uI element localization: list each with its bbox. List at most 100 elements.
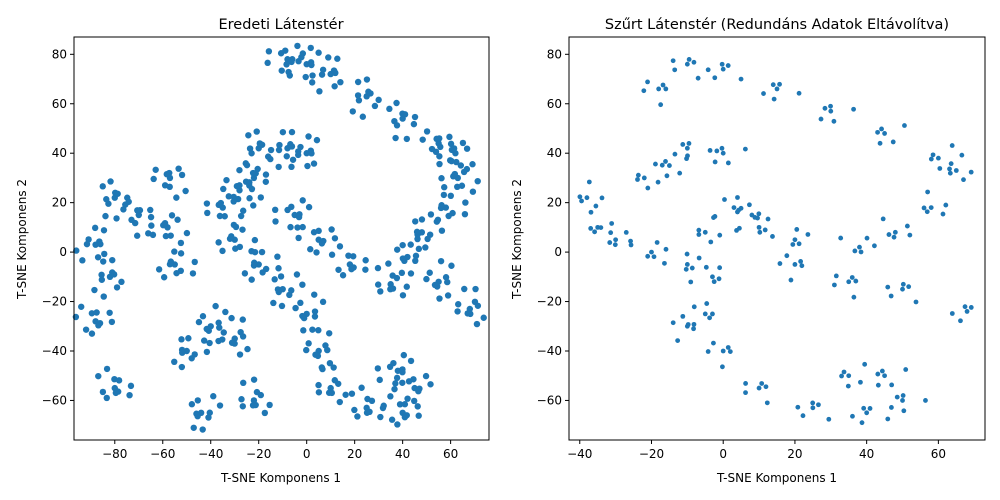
left-scatter-point <box>339 272 347 279</box>
left-scatter-point <box>237 212 245 220</box>
right-scatter-point <box>795 404 801 410</box>
left-scatter-point <box>367 90 374 97</box>
left-scatter-point <box>319 298 327 306</box>
left-scatter-point <box>182 187 189 195</box>
right-scatter-point <box>684 251 690 257</box>
right-scatter-point <box>885 416 891 422</box>
left-chart-title: Eredeti Látenstér <box>218 17 343 33</box>
right-scatter-point <box>924 209 930 215</box>
left-scatter-point <box>424 235 431 243</box>
left-scatter-point <box>403 283 410 290</box>
right-scatter-point <box>756 385 762 391</box>
left-scatter-point <box>166 169 173 177</box>
left-scatter-point <box>390 359 397 367</box>
right-scatter-point <box>607 240 613 245</box>
right-y-axis-label: T-SNE Komponens 2 <box>510 179 524 300</box>
left-scatter-point <box>88 310 96 317</box>
right-scatter-point <box>641 88 647 94</box>
left-scatter-point <box>261 409 269 417</box>
left-scatter-point <box>387 393 394 400</box>
right-scatter-point <box>735 195 740 200</box>
right-scatter-point <box>790 242 796 247</box>
right-scatter-point <box>685 153 690 159</box>
left-scatter-point <box>399 368 406 376</box>
left-scatter-point <box>246 179 253 186</box>
left-scatter-point <box>249 402 257 409</box>
right-scatter-point <box>599 195 605 201</box>
left-scatter-point <box>388 416 396 423</box>
left-scatter-point <box>328 251 336 258</box>
left-scatter-point <box>287 223 294 231</box>
right-scatter-point <box>859 420 865 426</box>
right-scatter-point <box>770 234 775 239</box>
right-scatter-point <box>609 221 615 226</box>
left-scatter-point <box>453 158 460 166</box>
left-scatter-point <box>93 309 100 316</box>
left-scatter-point <box>149 231 157 239</box>
right-scatter-point <box>641 175 647 181</box>
left-scatter-point <box>418 216 426 223</box>
left-scatter-point <box>415 388 422 395</box>
left-scatter-point <box>438 202 445 209</box>
left-scatter-point <box>315 227 322 235</box>
right-scatter-point <box>703 264 709 270</box>
right-x-tick-label: 20 <box>787 447 802 461</box>
left-scatter-point <box>107 178 114 185</box>
left-scatter-point <box>113 284 121 291</box>
right-scatter-point <box>579 198 584 204</box>
left-scatter-point <box>407 270 415 277</box>
left-scatter-point <box>188 401 196 408</box>
right-scatter-point <box>722 197 727 202</box>
right-scatter-point <box>586 179 592 185</box>
left-scatter-point <box>232 223 240 231</box>
left-scatter-point <box>258 141 266 148</box>
right-scatter-point <box>798 259 804 264</box>
right-scatter-point <box>691 326 696 332</box>
left-scatter-point <box>309 326 316 333</box>
left-scatter-point <box>194 397 202 404</box>
left-scatter-point <box>455 301 462 308</box>
right-scatter-point <box>684 145 690 151</box>
right-scatter-point <box>756 211 762 217</box>
left-scatter-point <box>412 257 419 265</box>
left-scatter-point <box>334 55 341 62</box>
right-scatter-point <box>672 151 678 157</box>
right-scatter-point <box>656 86 662 92</box>
left-scatter-point <box>79 257 86 264</box>
left-scatter-point <box>161 219 169 227</box>
right-y-tick-label: 80 <box>547 47 562 61</box>
right-x-tick-label: 40 <box>859 447 874 461</box>
left-scatter-point <box>239 403 246 410</box>
left-scatter-point <box>461 210 469 218</box>
left-scatter-point <box>120 206 127 213</box>
left-scatter-point <box>252 170 259 177</box>
right-scatter-point <box>849 275 855 280</box>
left-scatter-point <box>262 171 270 178</box>
right-scatter-point <box>875 129 880 135</box>
left-scatter-point <box>473 320 481 328</box>
left-scatter-point <box>448 262 455 269</box>
right-scatter-point <box>663 86 669 92</box>
left-scatter-point <box>303 346 310 354</box>
left-scatter-point <box>283 61 290 68</box>
left-scatter-point <box>336 398 343 406</box>
left-scatter-point <box>99 388 107 396</box>
left-scatter-point <box>112 389 120 397</box>
right-scatter-point <box>861 405 867 411</box>
left-scatter-point <box>312 351 319 358</box>
right-scatter-point <box>968 169 974 175</box>
right-scatter-point <box>684 61 690 67</box>
left-scatter-point <box>330 364 337 371</box>
right-scatter-point <box>867 406 873 411</box>
left-scatter-point <box>299 281 306 288</box>
left-scatter-point <box>220 185 227 193</box>
left-scatter-point <box>246 145 254 152</box>
left-scatter-point <box>324 346 331 354</box>
left-scatter-point <box>177 239 185 247</box>
right-scatter-point <box>901 408 907 414</box>
left-scatter-point <box>454 183 461 191</box>
left-scatter-point <box>168 212 176 219</box>
right-scatter-point <box>885 284 891 290</box>
right-scatter-point <box>845 383 851 389</box>
right-scatter-point <box>707 315 712 321</box>
